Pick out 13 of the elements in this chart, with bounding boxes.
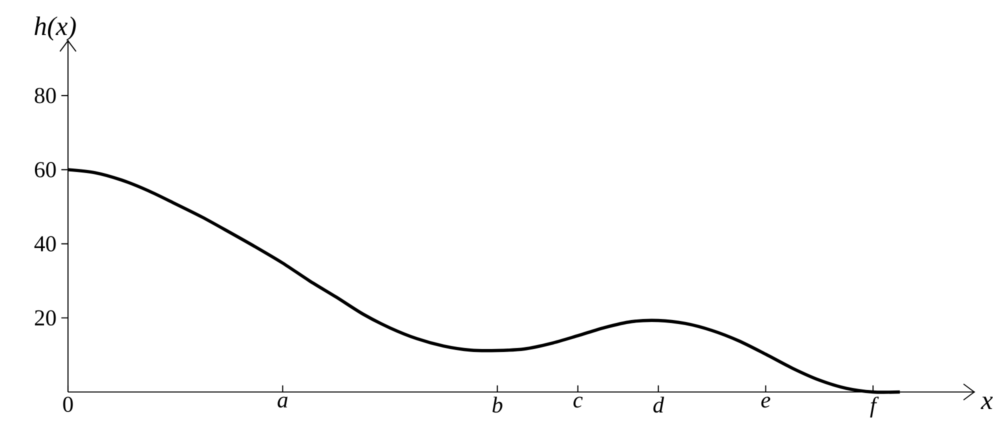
x-tick-label: 0 (63, 396, 73, 412)
x-tick-label: f (870, 396, 879, 418)
x-tick-label: b (492, 396, 502, 413)
x-tick-label: a (278, 396, 288, 408)
x-tick-label: d (653, 396, 664, 413)
y-tick-label: 60 (34, 162, 56, 178)
y-tick-label: 80 (34, 88, 56, 104)
y-axis-title: h(x) (34, 16, 76, 41)
x-tick-label: e (761, 396, 770, 408)
x-axis-title: x (980, 396, 993, 409)
y-tick-label: 20 (34, 310, 56, 326)
y-tick-label: 40 (34, 236, 56, 252)
x-tick-label: c (574, 396, 583, 408)
